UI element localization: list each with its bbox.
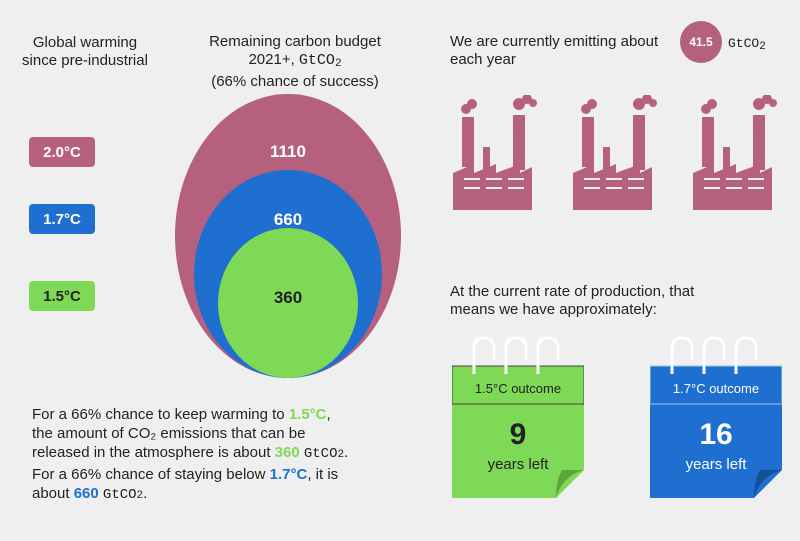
calendar-1-5c: 1.5°C outcome 9 years left [452, 330, 584, 498]
warming-heading-line2: since pre-industrial [22, 52, 148, 69]
budget-value-360: 360 [273, 288, 303, 307]
production-text-line1: At the current rate of production, that [450, 283, 695, 300]
production-text: At the current rate of production, that … [450, 283, 694, 319]
calendar-1-7c: 1.7°C outcome 16 years left [650, 330, 782, 498]
emission-text-pre: We are currently emitting about [450, 33, 659, 50]
calendar-icon [452, 336, 584, 498]
budget-value-1110: 1110 [270, 142, 306, 161]
emission-unit: GtCO2 [728, 36, 766, 53]
emission-text-post: each year [450, 51, 516, 68]
factory-icon-3 [693, 95, 777, 210]
budget-heading-line1: Remaining carbon budget [209, 33, 381, 50]
calendar-2-number: 16 [699, 418, 733, 451]
budget-circles [175, 94, 401, 378]
calendar-2-label: 1.7°C outcome [672, 381, 760, 396]
budget-value-660: 660 [273, 210, 303, 229]
calendar-1-label: 1.5°C outcome [474, 381, 562, 396]
badge-2-0c: 2.0°C [29, 137, 95, 167]
warming-heading-line1: Global warming [32, 34, 138, 51]
calendar-2-caption: years left [685, 456, 747, 473]
production-text-line2: means we have approximately: [450, 301, 657, 318]
emission-value-bubble: 41.5 [680, 21, 722, 63]
budget-explanation: For a 66% chance to keep warming to 1.5°… [32, 406, 349, 503]
budget-heading-line2: 2021+, GtCO2 [248, 51, 342, 70]
calendar-1-number: 9 [509, 418, 527, 451]
badge-1-7c: 1.7°C [29, 204, 95, 234]
budget-heading: Remaining carbon budget 2021+, GtCO2 (66… [180, 33, 410, 91]
factory-icons [453, 95, 777, 210]
budget-heading-line3: (66% chance of success) [211, 73, 379, 90]
factory-icon-1 [453, 95, 537, 210]
warming-heading: Global warming since pre-industrial [10, 34, 160, 70]
calendar-1-caption: years left [487, 456, 549, 473]
factory-icon-2 [573, 95, 657, 210]
calendar-icon [650, 336, 782, 498]
budget-ellipse-1-5c [218, 228, 358, 378]
badge-1-5c: 1.5°C [29, 281, 95, 311]
